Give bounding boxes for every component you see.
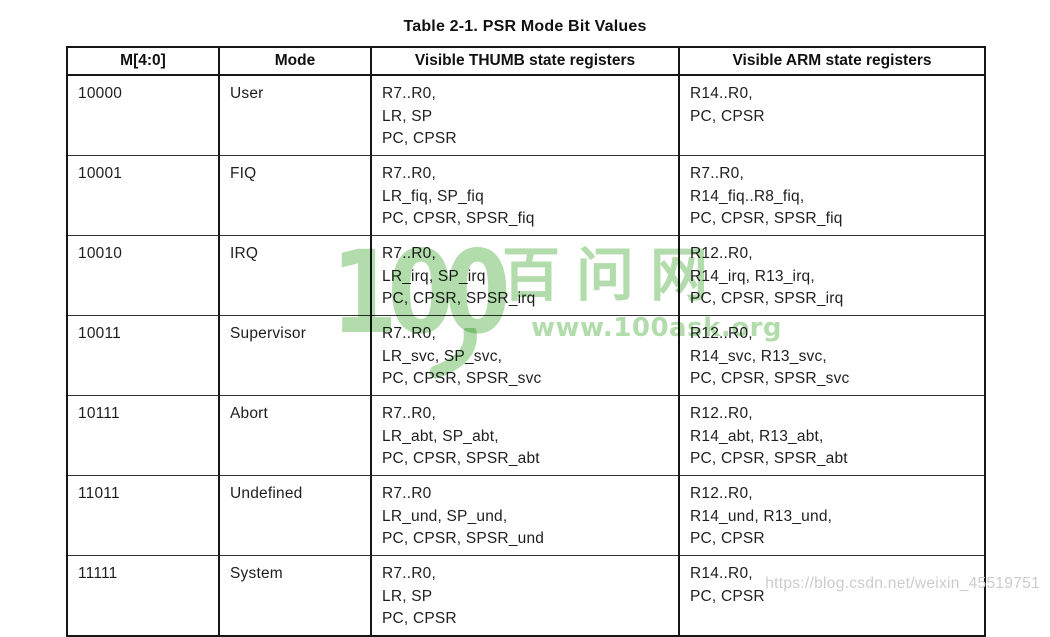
cell-thumb-registers: R7..R0, LR_svc, SP_svc, PC, CPSR, SPSR_s… [370,315,680,396]
cell-arm-registers: R12..R0, R14_abt, R13_abt, PC, CPSR, SPS… [678,395,986,476]
cell-m-bits: 10001 [66,155,220,236]
table-row-fiq: 10001 FIQ R7..R0, LR_fiq, SP_fiq PC, CPS… [66,155,986,236]
cell-arm-registers: R12..R0, R14_irq, R13_irq, PC, CPSR, SPS… [678,235,986,316]
cell-thumb-registers: R7..R0, LR_abt, SP_abt, PC, CPSR, SPSR_a… [370,395,680,476]
cell-arm-registers: R14..R0, PC, CPSR [678,74,986,156]
cell-thumb-registers: R7..R0, LR_irq, SP_irq PC, CPSR, SPSR_ir… [370,235,680,316]
cell-arm-registers: R12..R0, R14_und, R13_und, PC, CPSR [678,475,986,556]
cell-thumb-registers: R7..R0, LR, SP PC, CPSR [370,74,680,156]
cell-m-bits: 11011 [66,475,220,556]
cell-thumb-registers: R7..R0 LR_und, SP_und, PC, CPSR, SPSR_un… [370,475,680,556]
cell-m-bits: 10010 [66,235,220,316]
cell-arm-registers: R12..R0, R14_svc, R13_svc, PC, CPSR, SPS… [678,315,986,396]
table-row-system: 11111 System R7..R0, LR, SP PC, CPSR R14… [66,555,986,637]
header-m40: M[4:0] [66,46,220,76]
header-row: M[4:0] Mode Visible THUMB state register… [66,46,986,76]
table-row-abort: 10111 Abort R7..R0, LR_abt, SP_abt, PC, … [66,395,986,476]
cell-mode: User [218,74,372,156]
cell-mode: Undefined [218,475,372,556]
cell-m-bits: 10011 [66,315,220,396]
psr-mode-bit-values-table: M[4:0] Mode Visible THUMB state register… [66,46,986,637]
table-row-irq: 10010 IRQ R7..R0, LR_irq, SP_irq PC, CPS… [66,235,986,316]
cell-m-bits: 10111 [66,395,220,476]
cell-mode: Supervisor [218,315,372,396]
table-row-undefined: 11011 Undefined R7..R0 LR_und, SP_und, P… [66,475,986,556]
table-row-supervisor: 10011 Supervisor R7..R0, LR_svc, SP_svc,… [66,315,986,396]
cell-mode: IRQ [218,235,372,316]
header-thumb-registers: Visible THUMB state registers [370,46,680,76]
cell-m-bits: 11111 [66,555,220,637]
cell-mode: Abort [218,395,372,476]
cell-thumb-registers: R7..R0, LR_fiq, SP_fiq PC, CPSR, SPSR_fi… [370,155,680,236]
header-arm-registers: Visible ARM state registers [678,46,986,76]
cell-m-bits: 10000 [66,74,220,156]
cell-mode: System [218,555,372,637]
table-row-user: 10000 User R7..R0, LR, SP PC, CPSR R14..… [66,74,986,156]
cell-arm-registers: R7..R0, R14_fiq..R8_fiq, PC, CPSR, SPSR_… [678,155,986,236]
cell-mode: FIQ [218,155,372,236]
header-mode: Mode [218,46,372,76]
table-caption: Table 2-1. PSR Mode Bit Values [403,18,647,35]
cell-thumb-registers: R7..R0, LR, SP PC, CPSR [370,555,680,637]
cell-arm-registers: R14..R0, PC, CPSR [678,555,986,637]
